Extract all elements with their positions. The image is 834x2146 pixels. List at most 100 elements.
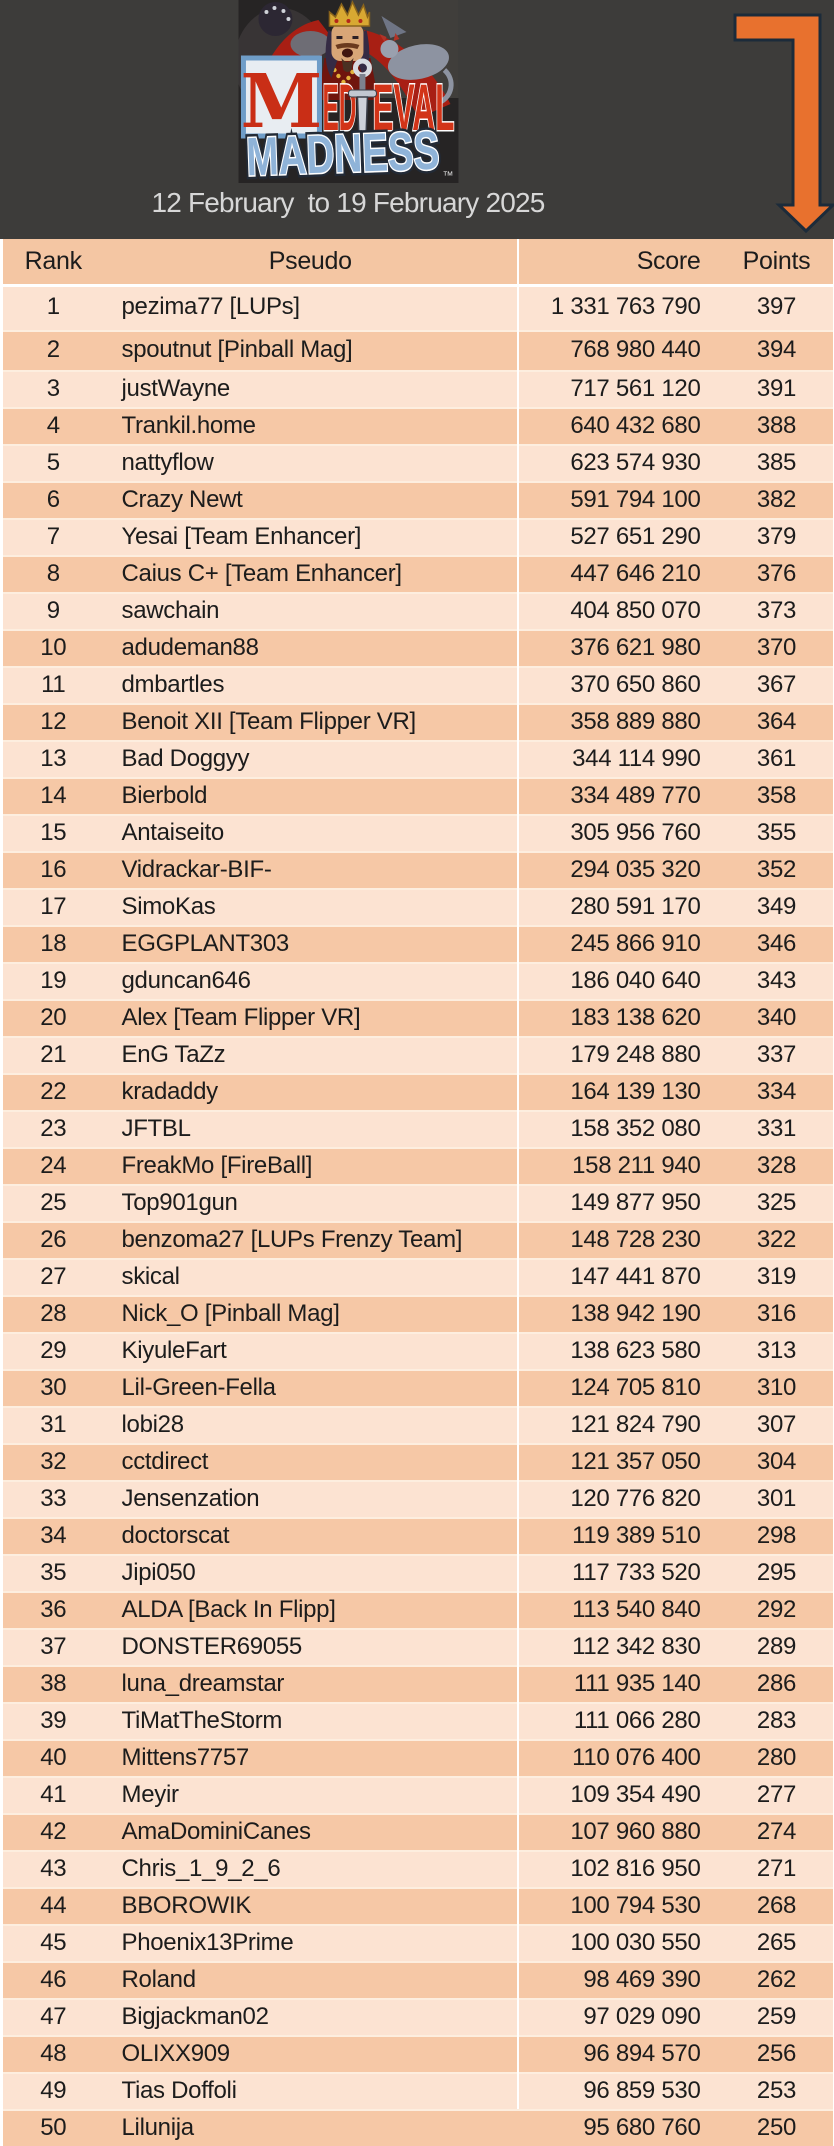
cell-pseudo: Top901gun — [104, 1184, 519, 1221]
cell-points: 292 — [709, 1591, 833, 1628]
cell-points: 256 — [709, 2035, 833, 2072]
cell-score: 120 776 820 — [519, 1480, 709, 1517]
cell-rank: 42 — [2, 1813, 104, 1850]
table-row: 33 Jensenzation 120 776 820 301 — [1, 1480, 833, 1517]
cell-pseudo: kradaddy — [104, 1073, 519, 1110]
table-row: 41 Meyir 109 354 490 277 — [1, 1776, 833, 1813]
cell-points: 385 — [709, 444, 833, 481]
table-row: 38 luna_dreamstar 111 935 140 286 — [1, 1665, 833, 1702]
cell-rank: 19 — [2, 962, 104, 999]
cell-score: 109 354 490 — [519, 1776, 709, 1813]
cell-rank: 37 — [2, 1628, 104, 1665]
cell-score: 147 441 870 — [519, 1258, 709, 1295]
logo-text-ed: ED — [322, 70, 356, 144]
cell-points: 265 — [709, 1924, 833, 1961]
cell-pseudo: Meyir — [104, 1776, 519, 1813]
cell-points: 352 — [709, 851, 833, 888]
col-header-score: Score — [636, 247, 701, 275]
cell-score: 124 705 810 — [519, 1369, 709, 1406]
table-row: 39 TiMatTheStorm 111 066 280 283 — [1, 1702, 833, 1739]
table-row: 42 AmaDominiCanes 107 960 880 274 — [1, 1813, 833, 1850]
cell-score: 717 561 120 — [519, 370, 709, 407]
table-row: 5 nattyflow 623 574 930 385 — [1, 444, 833, 481]
cell-pseudo: cctdirect — [104, 1443, 519, 1480]
cell-pseudo: sawchain — [104, 592, 519, 629]
cell-points: 277 — [709, 1776, 833, 1813]
cell-points: 274 — [709, 1813, 833, 1850]
cell-rank: 41 — [2, 1776, 104, 1813]
table-row: 11 dmbartles 370 650 860 367 — [1, 666, 833, 703]
cell-pseudo: Bierbold — [104, 777, 519, 814]
cell-rank: 5 — [2, 444, 104, 481]
cell-points: 361 — [709, 740, 833, 777]
cell-score: 640 432 680 — [519, 407, 709, 444]
cell-score: 768 980 440 — [519, 330, 709, 370]
logo-text-m: M — [240, 59, 322, 145]
cell-points: 280 — [709, 1739, 833, 1776]
cell-score: 148 728 230 — [519, 1221, 709, 1258]
header-row: Rank Pseudo Score Points — [1, 239, 833, 284]
table-row: 25 Top901gun 149 877 950 325 — [1, 1184, 833, 1221]
cell-rank: 11 — [2, 666, 104, 703]
cell-points: 268 — [709, 1887, 833, 1924]
cell-score: 158 211 940 — [519, 1147, 709, 1184]
cell-rank: 13 — [2, 740, 104, 777]
cell-pseudo: Yesai [Team Enhancer] — [104, 518, 519, 555]
cell-points: 310 — [709, 1369, 833, 1406]
cell-points: 301 — [709, 1480, 833, 1517]
cell-rank: 24 — [2, 1147, 104, 1184]
cell-rank: 21 — [2, 1036, 104, 1073]
cell-pseudo: gduncan646 — [104, 962, 519, 999]
cell-points: 388 — [709, 407, 833, 444]
cell-score: 376 621 980 — [519, 629, 709, 666]
cell-rank: 15 — [2, 814, 104, 851]
cell-score: 112 342 830 — [519, 1628, 709, 1665]
cell-pseudo: OLIXX909 — [104, 2035, 519, 2072]
cell-pseudo: Nick_O [Pinball Mag] — [104, 1295, 519, 1332]
table-row: 44 BBOROWIK 100 794 530 268 — [1, 1887, 833, 1924]
cell-score: 179 248 880 — [519, 1036, 709, 1073]
table-row: 48 OLIXX909 96 894 570 256 — [1, 2035, 833, 2072]
table-row: 35 Jipi050 117 733 520 295 — [1, 1554, 833, 1591]
table-row: 32 cctdirect 121 357 050 304 — [1, 1443, 833, 1480]
cell-rank: 4 — [2, 407, 104, 444]
cell-pseudo: Bad Doggyy — [104, 740, 519, 777]
cell-pseudo: Caius C+ [Team Enhancer] — [104, 555, 519, 592]
table-row: 6 Crazy Newt 591 794 100 382 — [1, 481, 833, 518]
cell-pseudo: nattyflow — [104, 444, 519, 481]
cell-pseudo: DONSTER69055 — [104, 1628, 519, 1665]
cell-points: 253 — [709, 2072, 833, 2109]
table-row: 13 Bad Doggyy 344 114 990 361 — [1, 740, 833, 777]
cell-points: 346 — [709, 925, 833, 962]
cell-score: 111 935 140 — [519, 1665, 709, 1702]
cell-score: 334 489 770 — [519, 777, 709, 814]
cell-points: 298 — [709, 1517, 833, 1554]
table-row: 22 kradaddy 164 139 130 334 — [1, 1073, 833, 1110]
cell-pseudo: Alex [Team Flipper VR] — [104, 999, 519, 1036]
cell-points: 340 — [709, 999, 833, 1036]
cell-score: 591 794 100 — [519, 481, 709, 518]
cell-points: 367 — [709, 666, 833, 703]
cell-rank: 1 — [2, 284, 104, 330]
cell-pseudo: Jensenzation — [104, 1480, 519, 1517]
cell-points: 250 — [709, 2109, 833, 2146]
cell-pseudo: Lil-Green-Fella — [104, 1369, 519, 1406]
cell-score: 100 030 550 — [519, 1924, 709, 1961]
cell-score: 305 956 760 — [519, 814, 709, 851]
cell-points: 307 — [709, 1406, 833, 1443]
cell-score: 119 389 510 — [519, 1517, 709, 1554]
leaderboard-header: Rank Pseudo Score Points — [1, 239, 833, 284]
table-row: 20 Alex [Team Flipper VR] 183 138 620 340 — [1, 999, 833, 1036]
cell-score: 121 357 050 — [519, 1443, 709, 1480]
cell-score: 138 623 580 — [519, 1332, 709, 1369]
cell-rank: 10 — [2, 629, 104, 666]
cell-rank: 16 — [2, 851, 104, 888]
cell-rank: 39 — [2, 1702, 104, 1739]
cell-rank: 17 — [2, 888, 104, 925]
table-row: 24 FreakMo [FireBall] 158 211 940 328 — [1, 1147, 833, 1184]
cell-pseudo: FreakMo [FireBall] — [104, 1147, 519, 1184]
table-row: 12 Benoit XII [Team Flipper VR] 358 889 88… — [1, 703, 833, 740]
cell-score: 121 824 790 — [519, 1406, 709, 1443]
cell-rank: 38 — [2, 1665, 104, 1702]
table-row: 14 Bierbold 334 489 770 358 — [1, 777, 833, 814]
